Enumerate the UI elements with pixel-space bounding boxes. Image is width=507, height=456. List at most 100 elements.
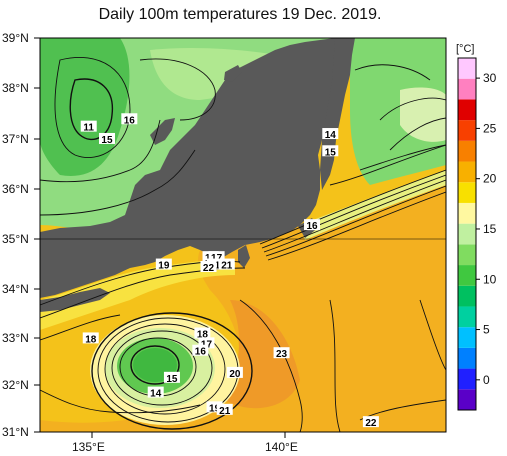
colorbar-block [458,327,476,348]
colorbar-tick-label: 0 [483,373,490,387]
colorbar-block [458,389,476,410]
contour-label-text: 16 [306,221,318,232]
contour-label-bg [98,132,115,144]
lat-label: 35°N [2,232,29,246]
colorbar-tick-label: 25 [483,121,497,135]
contour-label-text: 18 [85,334,97,345]
lat-label: 37°N [2,132,29,146]
colorbar-tick-label: 15 [483,222,497,236]
colorbar-block [458,265,476,286]
contour-label: 14 [147,386,164,400]
contour-label: 18 [82,332,99,345]
colorbar-block [458,161,476,183]
colorbar-scale [458,58,476,410]
colorbar-block [458,99,476,121]
contour-label-bg [226,366,243,378]
colorbar: [°C] 30 25 20 15 10 5 0 [456,43,497,411]
contour-label-text: 21 [219,406,231,417]
contour-label: 18 [194,327,211,341]
contour-label-text: 15 [166,374,178,385]
contour-label: 22 [362,416,379,429]
contour-label-text: 21 [221,261,233,272]
contour-label-text: 11 [83,123,94,134]
contour-label-bg [163,371,180,383]
kanto-front [300,170,446,240]
colorbar-block [458,140,476,162]
cool-yellow-coast [40,260,235,330]
contour-label-text: 14 [150,389,162,400]
colorbar-block [458,78,476,100]
colorbar-block [458,306,476,328]
sado-island [224,65,242,82]
lon-labels: 135°E 140°E [72,440,298,454]
colorbar-unit: [°C] [456,43,474,55]
colorbar-block [458,120,476,141]
contour-label-text: 23 [276,349,288,360]
lat-label: 38°N [2,81,29,95]
lat-labels: 39°N 38°N 37°N 36°N 35°N 34°N 33°N 32°N … [2,31,29,439]
honshu-land [40,38,350,298]
contour-label-bg [155,258,172,270]
contour-label: 16 [121,113,138,126]
contour-label-text: 15 [325,147,337,158]
contour-label: 15 [163,371,180,385]
contour-label: 21 [218,258,235,272]
contour-label: 19 [206,401,223,414]
contour-label-bg [216,403,233,415]
contour-label-text: 15 [101,135,113,146]
contour-label-text: 19 [209,403,221,414]
contour-label-text: 20 [229,369,241,380]
colorbar-block [458,182,476,203]
contour-label-text: 18 [197,330,209,341]
contour-label-text: 16 [195,347,207,358]
lat-label: 39°N [2,31,29,45]
colorbar-tick-label: 10 [483,272,497,286]
graticule [40,238,446,240]
plot-frame [39,37,447,433]
contour-label: 15 [98,132,115,146]
map-title: Daily 100m temperatures 19 Dec. 2019. [98,6,382,23]
noto-peninsula [150,118,175,145]
lon-label: 135°E [72,440,105,454]
contour-label: 16 [304,219,321,232]
colorbar-tick-label: 30 [483,71,497,85]
contour-label-text: 19 [158,261,170,272]
orange-patch [225,300,300,409]
contour-label-bg [206,401,223,413]
contour-label-bg [322,128,339,140]
contour-label: 14 [322,128,339,141]
shikoku-land [40,288,110,312]
contour-label-bg [322,145,339,157]
lon-label: 140°E [265,440,298,454]
contour-label-text: 16 [124,115,136,126]
lat-label: 34°N [2,282,29,296]
colorbar-ticks: 30 25 20 15 10 5 0 [476,71,497,387]
contour-label: 19 [155,258,172,272]
lat-label: 31°N [2,425,29,439]
lat-label: 32°N [2,378,29,392]
contour-label-bg [194,327,211,339]
contour-label-bg [121,113,138,125]
contour-label-bg [273,347,290,359]
lat-label: 36°N [2,182,29,196]
contour-label: 11 [80,120,97,134]
contour-label-bg [80,120,97,132]
colorbar-frame [457,57,477,411]
contour-label-bg [192,344,209,356]
contour-label-bg [304,219,321,231]
colorbar-block [458,285,476,307]
contour-label: 21 [216,403,233,417]
contour-label: 23 [273,347,290,360]
colorbar-block [458,223,476,245]
contour-label-bg [198,337,215,349]
contour-label-bg [147,386,164,398]
contour-label-layer: 1611151415161914172122211818171623201514… [80,113,379,429]
plot-area [40,38,446,432]
contour-label: 20 [226,366,243,380]
colorbar-block [458,368,476,390]
colorbar-tick-label: 5 [483,323,490,337]
colorbar-block [458,202,476,224]
colorbar-block [458,58,476,79]
contour-label-bg [82,332,99,344]
